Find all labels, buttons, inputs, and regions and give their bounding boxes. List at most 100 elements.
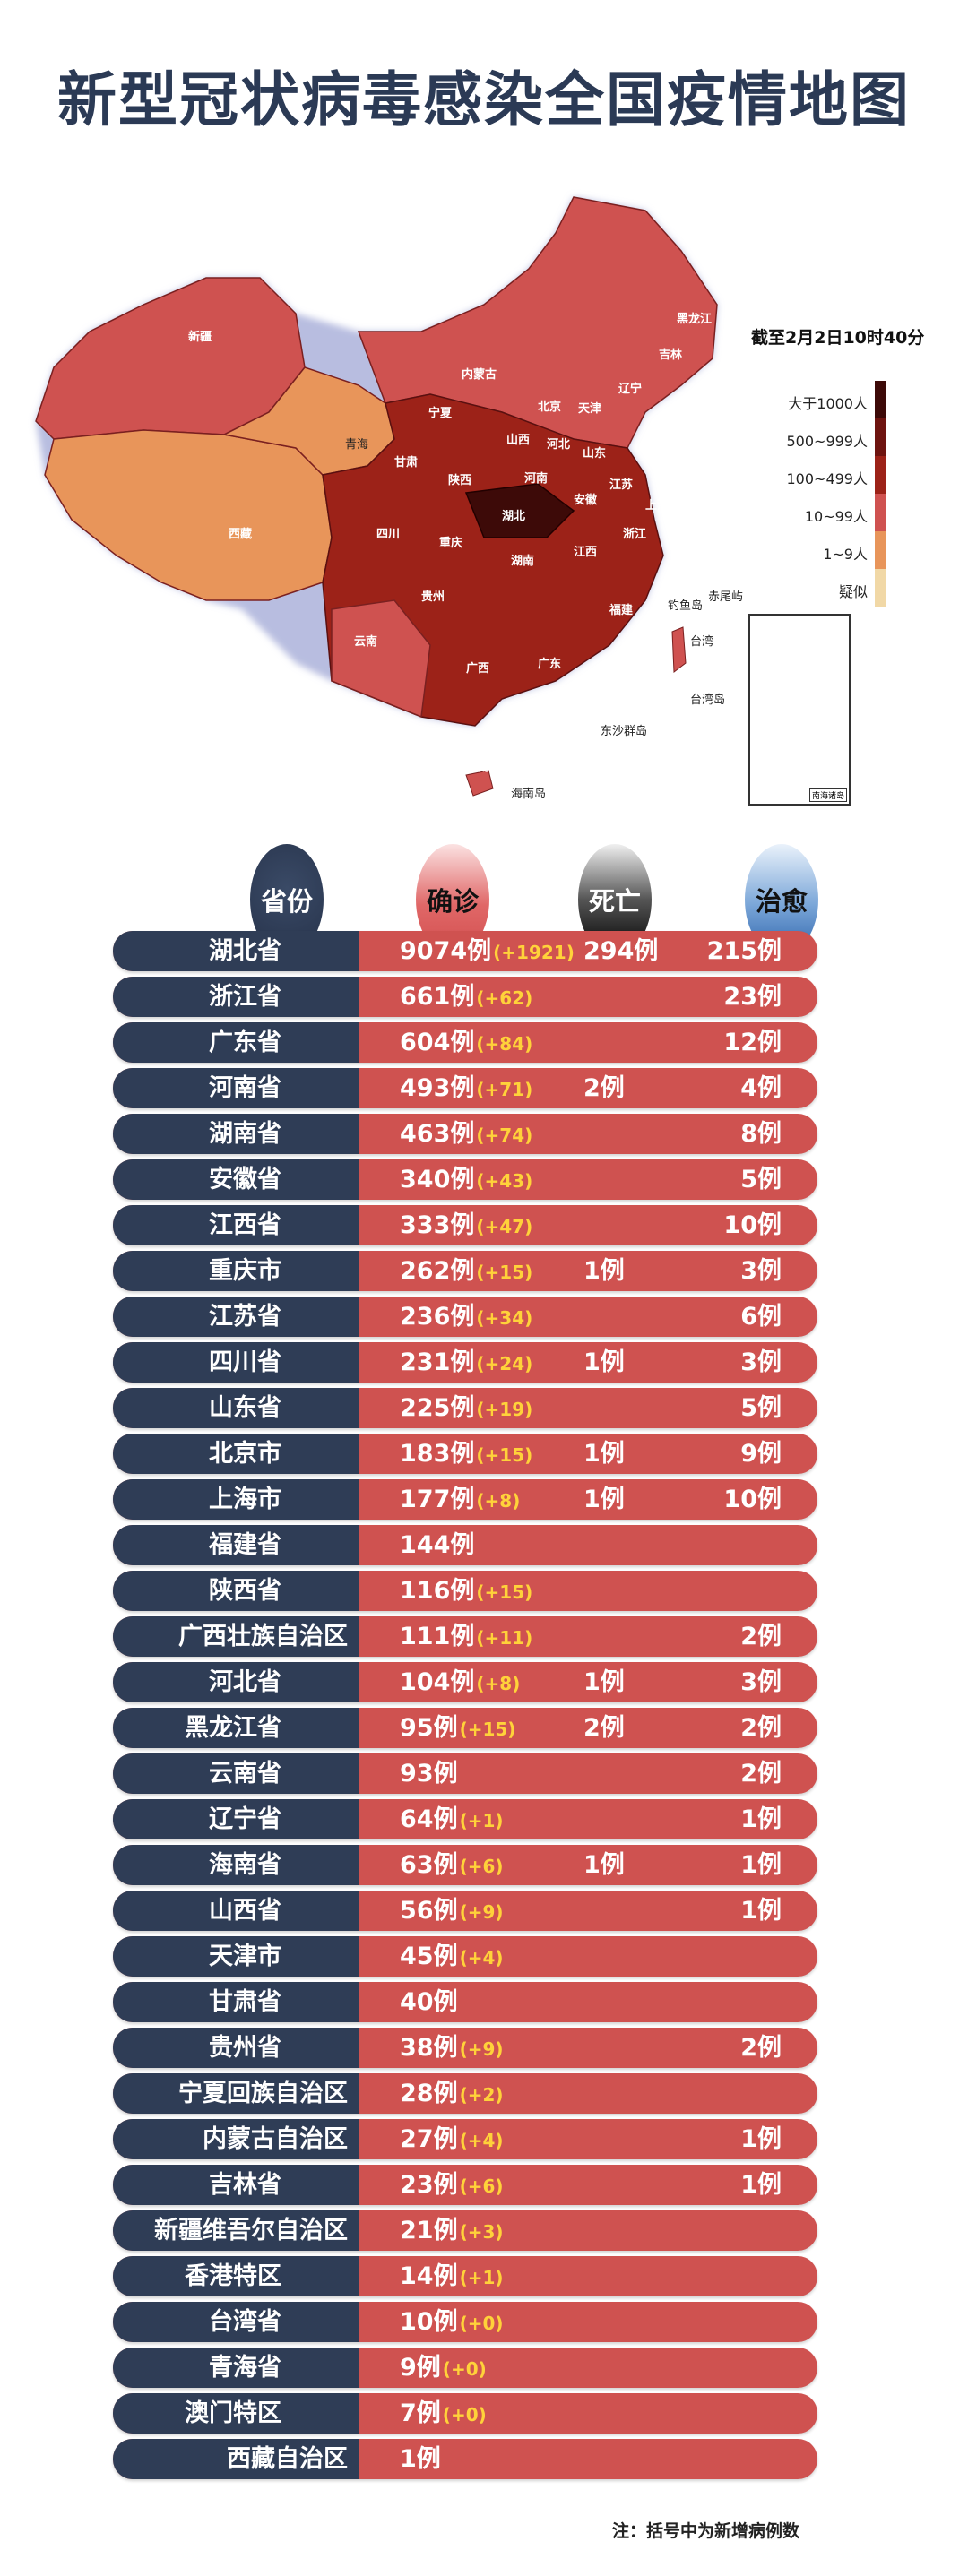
- confirmed-count: 116例: [400, 1577, 475, 1605]
- confirmed-cell: 38例 (+9): [400, 2028, 504, 2068]
- province-table: 湖北省 9074例 (+1921) 294例 215例 浙江省 661例 (+62) 23例 广东…: [113, 931, 817, 2485]
- cured-count: 1例: [740, 1897, 782, 1925]
- cured-count: 1例: [740, 2171, 782, 2199]
- province-name: 广东省: [209, 1029, 281, 1056]
- cured-count: 1例: [740, 1805, 782, 1833]
- confirmed-count: 604例: [400, 1029, 475, 1056]
- cured-count: 3例: [740, 1668, 782, 1696]
- confirmed-cell: 493例 (+71): [400, 1068, 532, 1108]
- confirmed-count: 23例: [400, 2171, 458, 2199]
- label-sichuan: 四川: [376, 528, 400, 541]
- table-row: 福建省 144例: [113, 1525, 817, 1565]
- table-row: 贵州省 38例 (+9) 2例: [113, 2028, 817, 2068]
- confirmed-cell: 40例: [400, 1982, 460, 2022]
- legend-label: 100~499人: [786, 470, 869, 487]
- new-cases: (+8): [476, 1490, 521, 1512]
- province-name: 澳门特区: [185, 2399, 281, 2427]
- table-row: 海南省 63例 (+6) 1例 1例: [113, 1845, 817, 1885]
- label-guizhou: 贵州: [421, 590, 445, 604]
- province-name: 陕西省: [209, 1577, 281, 1605]
- label-jiangsu: 江苏: [609, 478, 633, 492]
- confirmed-count: 236例: [400, 1303, 475, 1331]
- cured-count: 3例: [740, 1348, 782, 1376]
- confirmed-count: 45例: [400, 1943, 458, 1970]
- new-cases: (+9): [459, 1901, 504, 1923]
- cured-count: 23例: [723, 983, 782, 1011]
- inset-caption: 南海诸岛: [808, 788, 847, 802]
- province-cell: 福建省: [113, 1525, 359, 1565]
- new-cases: (+19): [476, 1399, 533, 1420]
- table-row: 河南省 493例 (+71) 2例 4例: [113, 1068, 817, 1108]
- province-cell: 北京市: [113, 1434, 359, 1474]
- new-cases: (+1921): [493, 942, 575, 963]
- deaths-count: 1例: [583, 1257, 625, 1285]
- region-taiwan: [671, 626, 687, 673]
- legend-swatch: [875, 418, 886, 456]
- province-name: 青海省: [209, 2354, 281, 2382]
- deaths-count: 2例: [583, 1074, 625, 1102]
- new-cases: (+34): [476, 1307, 533, 1329]
- new-cases: (+0): [459, 2313, 504, 2334]
- deaths-count: 1例: [583, 1851, 625, 1879]
- label-shanxi: 山西: [506, 433, 530, 447]
- table-row: 陕西省 116例 (+15): [113, 1571, 817, 1611]
- new-cases: (+2): [459, 2084, 504, 2106]
- confirmed-count: 463例: [400, 1120, 475, 1148]
- province-cell: 吉林省: [113, 2165, 359, 2205]
- table-row: 山西省 56例 (+9) 1例: [113, 1891, 817, 1931]
- confirmed-cell: 225例 (+19): [400, 1388, 532, 1428]
- province-name: 湖北省: [209, 937, 281, 965]
- confirmed-cell: 9074例 (+1921): [400, 931, 575, 971]
- legend-swatch: [875, 531, 886, 569]
- table-row: 新疆维吾尔自治区 21例 (+3): [113, 2210, 817, 2251]
- table-row: 安徽省 340例 (+43) 5例: [113, 1159, 817, 1200]
- province-name: 湖南省: [209, 1120, 281, 1148]
- region-hubei: [464, 483, 575, 538]
- cured-count: 2例: [740, 2034, 782, 2062]
- confirmed-count: 56例: [400, 1897, 458, 1925]
- table-row: 内蒙古自治区 27例 (+4) 1例: [113, 2119, 817, 2159]
- table-row: 北京市 183例 (+15) 1例 9例: [113, 1434, 817, 1474]
- new-cases: (+6): [459, 2175, 504, 2197]
- table-row: 黑龙江省 95例 (+15) 2例 2例: [113, 1708, 817, 1748]
- label-yunnan: 云南: [354, 634, 377, 649]
- label-jilin: 吉林: [659, 348, 682, 362]
- province-name: 河南省: [209, 1074, 281, 1102]
- label-anhui: 安徽: [574, 493, 598, 507]
- header-province-label: 省份: [260, 886, 313, 917]
- cured-count: 4例: [740, 1074, 782, 1102]
- confirmed-cell: 104例 (+8): [400, 1662, 520, 1702]
- cured-count: 8例: [740, 1120, 782, 1148]
- label-guangxi: 广西: [466, 661, 489, 676]
- confirmed-cell: 1例: [400, 2439, 443, 2479]
- table-row: 广东省 604例 (+84) 12例: [113, 1022, 817, 1063]
- deaths-count: 1例: [583, 1440, 625, 1468]
- confirmed-cell: 111例 (+11): [400, 1616, 532, 1657]
- confirmed-count: 104例: [400, 1668, 475, 1696]
- cured-count: 5例: [740, 1394, 782, 1422]
- province-cell: 香港特区: [113, 2256, 359, 2296]
- table-row: 西藏自治区 1例: [113, 2439, 817, 2479]
- confirmed-cell: 95例 (+15): [400, 1708, 515, 1748]
- confirmed-cell: 604例 (+84): [400, 1022, 532, 1063]
- new-cases: (+15): [476, 1444, 533, 1466]
- confirmed-count: 10例: [400, 2308, 458, 2336]
- cured-count: 1例: [740, 1851, 782, 1879]
- table-row: 江西省 333例 (+47) 10例: [113, 1205, 817, 1245]
- footnote: 注：括号中为新增病例数: [612, 2521, 800, 2541]
- province-name: 贵州省: [209, 2034, 281, 2062]
- confirmed-count: 28例: [400, 2080, 458, 2107]
- table-row: 广西壮族自治区 111例 (+11) 2例: [113, 1616, 817, 1657]
- new-cases: (+15): [476, 1262, 533, 1283]
- confirmed-cell: 45例 (+4): [400, 1936, 504, 1977]
- label-dongsha: 东沙群岛: [601, 724, 647, 738]
- confirmed-count: 40例: [400, 1988, 458, 2016]
- confirmed-count: 262例: [400, 1257, 475, 1285]
- label-taiwan: 台湾: [690, 634, 713, 649]
- confirmed-cell: 144例: [400, 1525, 476, 1565]
- province-name: 新疆维吾尔自治区: [154, 2217, 348, 2244]
- province-cell: 新疆维吾尔自治区: [113, 2210, 359, 2251]
- label-heilongjiang: 黑龙江: [677, 312, 712, 326]
- province-cell: 台湾省: [113, 2302, 359, 2342]
- cured-count: 215例: [706, 937, 782, 965]
